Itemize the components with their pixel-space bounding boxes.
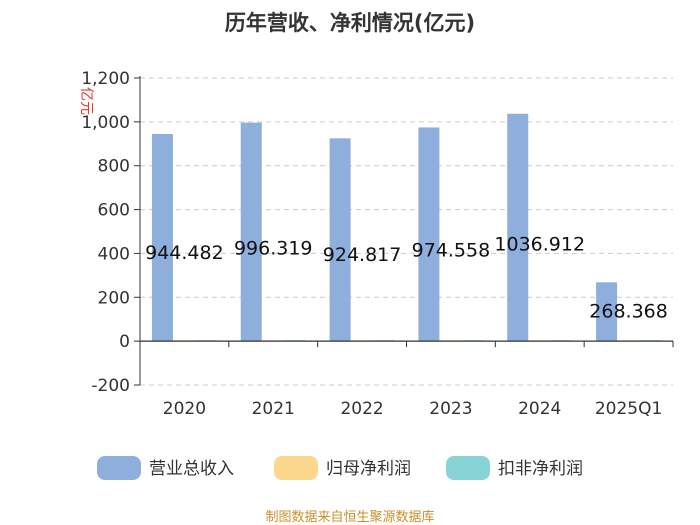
legend-swatch [274,456,318,480]
bar [240,122,262,342]
data-label: 924.817 [323,244,402,266]
y-axis-label: 亿元 [78,87,94,115]
data-label: 944.482 [145,242,224,264]
x-tick-label: 2025Q1 [595,399,662,419]
y-axis-ticks: -200 0 200 400 600 800 1,000 1,200 [81,69,140,396]
bars [151,113,662,342]
data-label: 268.368 [589,300,668,322]
y-tick-label: 0 [119,332,130,352]
y-tick-label: 200 [98,288,130,308]
x-tick-label: 2020 [163,399,206,419]
legend-swatch [446,456,490,480]
legend-swatch [97,456,141,480]
bar [151,134,173,342]
y-tick-label: 800 [98,157,130,177]
data-label: 1036.912 [494,234,585,256]
source-note: 制图数据来自恒生聚源数据库 [265,509,434,525]
legend-label: 归母净利润 [326,459,411,479]
y-tick-label: 1,000 [81,113,130,133]
x-tick-label: 2023 [429,399,472,419]
data-label: 996.319 [234,237,313,259]
y-tick-label: 400 [98,244,130,264]
x-tick-label: 2024 [518,399,561,419]
chart-title: 历年营收、净利情况(亿元) [225,11,475,35]
y-tick-label: 1,200 [81,69,130,89]
y-tick-label: -200 [91,376,130,396]
legend-label: 营业总收入 [149,459,234,479]
x-tick-label: 2021 [252,399,295,419]
legend: 营业总收入 归母净利润 扣非净利润 [97,456,583,480]
legend-label: 扣非净利润 [498,459,583,479]
bar [596,282,618,342]
grid-lines [140,77,673,386]
data-label: 974.558 [412,239,491,261]
x-axis-ticks: 2020 2021 2022 2023 2024 2025Q1 [139,341,674,419]
bar [329,138,351,342]
bar [418,127,440,342]
data-labels: 944.482 996.319 924.817 974.558 1036.912 268.… [145,234,668,323]
bar [507,113,529,342]
x-tick-label: 2022 [340,399,383,419]
y-tick-label: 600 [98,201,130,221]
